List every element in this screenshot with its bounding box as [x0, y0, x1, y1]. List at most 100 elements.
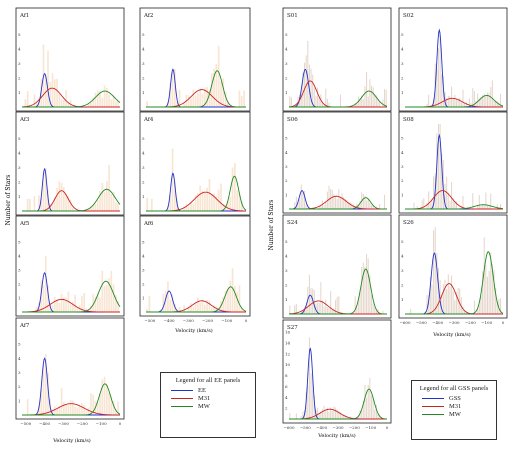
y-tick-label: 1: [285, 90, 288, 95]
panel-label-af6: Af6: [143, 221, 154, 227]
hist-bar: [90, 393, 92, 415]
x-tick-label: 0: [386, 425, 389, 430]
hist-bar: [364, 266, 366, 314]
hist-bar: [96, 90, 99, 107]
y-tick-label: 2: [401, 283, 404, 288]
curve-s01-mw: [289, 90, 388, 108]
hist-bar: [475, 101, 477, 107]
y-tick-label: 4: [142, 254, 145, 259]
hist-bar: [307, 385, 309, 419]
x-tick-label: −400: [316, 425, 327, 430]
panel-frame-af1: [15, 7, 125, 112]
hist-bar: [187, 206, 190, 211]
hist-bar: [486, 276, 488, 314]
hist-bar: [290, 97, 292, 107]
hist-bar: [201, 93, 204, 107]
hist-bar: [462, 306, 464, 314]
hist-bar: [210, 193, 213, 211]
y-tick-label: 4: [401, 47, 404, 52]
panel-label-s08: S08: [403, 117, 414, 123]
hist-bar: [335, 407, 337, 419]
hist-bar: [99, 90, 101, 107]
hist-bar: [325, 202, 327, 209]
hist-bar: [110, 99, 113, 107]
y-tick-label: 3: [401, 61, 404, 66]
hist-bar: [478, 98, 480, 107]
hist-bar: [488, 205, 490, 209]
hist-bar: [439, 124, 441, 209]
x-tick-label: −200: [349, 425, 360, 430]
panel-label-af4: Af4: [143, 117, 154, 123]
panel-frame-af6: [139, 215, 251, 317]
hist-bar: [318, 413, 320, 419]
hist-bar: [379, 204, 381, 209]
hist-bar: [310, 373, 312, 419]
hist-bar: [47, 372, 49, 415]
x-tick-label: −600: [284, 425, 295, 430]
hist-bar: [69, 99, 72, 107]
hist-bar: [53, 406, 56, 415]
hist-bar: [178, 89, 181, 107]
legend-gss-item-m31: M31: [422, 403, 496, 410]
hist-bar: [312, 375, 314, 419]
hist-bar: [47, 51, 49, 107]
hist-bar: [224, 91, 227, 107]
hist-bar: [105, 181, 108, 211]
panel-frame-s27: [282, 319, 392, 424]
hist-bar: [213, 305, 215, 312]
hist-bar: [472, 193, 474, 209]
hist-bar: [321, 300, 323, 314]
hist-bar: [493, 270, 495, 314]
hist-bar: [336, 198, 338, 209]
hist-bar: [213, 68, 215, 107]
hist-bar: [67, 102, 70, 107]
curve-af7-mw: [22, 383, 121, 416]
hist-bar: [491, 264, 493, 314]
hist-bar: [146, 197, 149, 211]
hist-bar: [333, 194, 335, 209]
hist-bar: [437, 124, 439, 209]
hist-bar: [428, 94, 430, 107]
hist-bar: [83, 404, 86, 415]
hist-bar: [69, 199, 72, 211]
hist-bar: [442, 284, 444, 314]
x-tick-label: −300: [58, 421, 69, 426]
hist-bar: [87, 309, 90, 312]
hist-bar: [485, 94, 487, 107]
hist-bar: [500, 204, 502, 209]
right-col2-x-axis-label: Velocity (km/s): [432, 331, 471, 338]
hist-bar: [477, 308, 479, 314]
hist-bar: [295, 413, 297, 419]
legend-gss-swatch-m31: [422, 406, 444, 407]
hist-bar: [437, 48, 439, 107]
panel-label-s26: S26: [403, 220, 414, 226]
hist-bar: [349, 202, 351, 209]
hist-bar: [382, 310, 384, 314]
hist-bar: [436, 69, 438, 107]
hist-bar: [60, 99, 63, 107]
x-tick-label: −100: [365, 425, 376, 430]
y-tick-label: 4: [285, 47, 288, 52]
hist-bar: [447, 95, 449, 107]
hist-bar: [240, 309, 243, 312]
legend-ee-swatch-m31: [171, 398, 193, 399]
y-tick-label: 14: [285, 340, 291, 345]
y-tick-label: 2: [285, 283, 288, 288]
y-tick-label: 6: [285, 384, 288, 389]
hist-bar: [315, 303, 317, 314]
hist-bar: [215, 306, 218, 312]
hist-bar: [370, 294, 372, 314]
curve-af3-mw: [22, 188, 121, 212]
hist-bar: [74, 294, 76, 312]
hist-bar: [74, 406, 76, 415]
hist-bar: [238, 90, 241, 107]
hist-bar: [496, 101, 498, 107]
hist-bar: [364, 385, 366, 419]
curve-s08-mw: [405, 204, 504, 210]
hist-bar: [439, 35, 441, 107]
hist-bar: [173, 303, 176, 312]
hist-bar: [65, 193, 67, 211]
hist-bar: [374, 409, 376, 419]
hist-bar: [315, 95, 317, 107]
